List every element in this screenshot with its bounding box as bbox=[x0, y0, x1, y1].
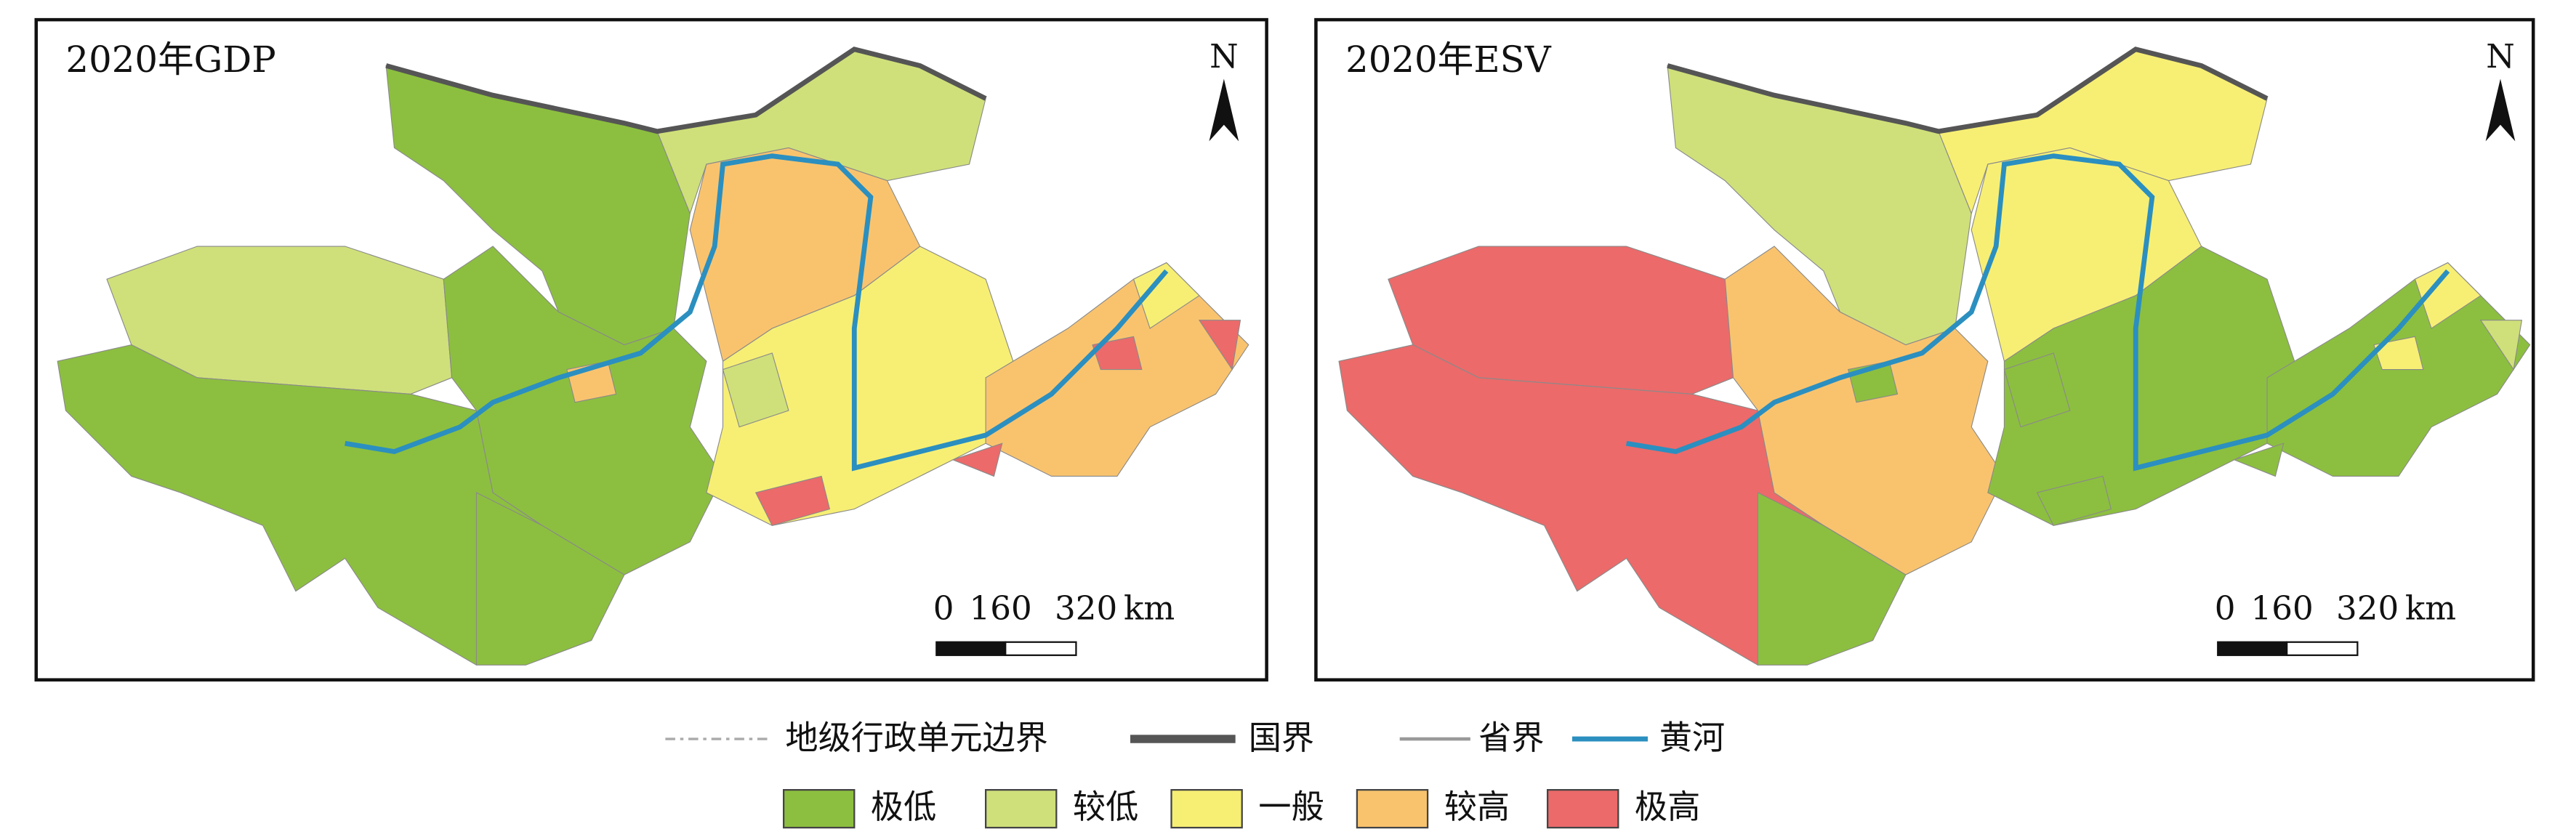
legend-label: 黄河 bbox=[1659, 719, 1725, 757]
scale-bar bbox=[935, 641, 1007, 656]
legend-label: 一般 bbox=[1258, 788, 1324, 826]
region bbox=[1757, 492, 1907, 666]
scale-label: 320 bbox=[2336, 589, 2399, 627]
national-border bbox=[1667, 46, 2269, 134]
national-border bbox=[385, 46, 987, 134]
legend-label: 较高 bbox=[1444, 788, 1510, 826]
north-label: N bbox=[1209, 37, 1239, 76]
scale-label: 0 bbox=[2215, 589, 2236, 627]
map-panel: 2020年ESV N 0 160 320 km bbox=[1338, 37, 2531, 666]
scale-label: 160 bbox=[970, 589, 1032, 627]
region bbox=[2414, 262, 2482, 329]
region bbox=[2373, 336, 2424, 371]
region bbox=[2003, 352, 2071, 428]
legend-swatch bbox=[1546, 789, 1619, 829]
region bbox=[754, 475, 831, 526]
map-regions bbox=[1338, 46, 2531, 666]
panel-title: 2020年GDP bbox=[65, 39, 275, 81]
region bbox=[2479, 320, 2523, 371]
scale-bar bbox=[2217, 641, 2288, 656]
map-panel: 2020年GDP N 0 160 320 km bbox=[57, 37, 1249, 666]
region bbox=[722, 352, 789, 428]
scale-label: 0 bbox=[933, 589, 954, 627]
legend-label: 极高 bbox=[1635, 788, 1700, 826]
north-arrow bbox=[1209, 78, 1239, 142]
legend-swatch bbox=[1356, 789, 1429, 829]
region bbox=[1092, 336, 1143, 371]
map-regions bbox=[57, 46, 1249, 666]
legend-swatch bbox=[985, 789, 1058, 829]
north-arrow bbox=[2485, 78, 2516, 142]
region bbox=[951, 442, 1003, 477]
scale-label: 320 bbox=[1055, 589, 1117, 627]
legend-label: 地级行政单元边界 bbox=[785, 719, 1048, 757]
scale-bar bbox=[1005, 641, 1077, 656]
yellow-river bbox=[345, 153, 1169, 472]
legend-swatch bbox=[1170, 789, 1243, 829]
north-label: N bbox=[2486, 37, 2515, 76]
scale-label: 160 bbox=[2250, 589, 2313, 627]
region bbox=[2233, 442, 2285, 477]
yellow-river bbox=[1626, 153, 2450, 472]
scale-unit: km bbox=[1124, 589, 1175, 627]
legend-label: 省界 bbox=[1478, 719, 1544, 757]
region bbox=[475, 492, 625, 666]
region bbox=[2036, 475, 2112, 526]
legend-label: 较低 bbox=[1073, 788, 1138, 826]
legend-label: 国界 bbox=[1249, 719, 1314, 757]
legend-swatch bbox=[783, 789, 856, 829]
scale-unit: km bbox=[2405, 589, 2456, 627]
region bbox=[1132, 262, 1200, 329]
region bbox=[1198, 320, 1241, 371]
legend-label: 极低 bbox=[871, 788, 936, 826]
panel-title: 2020年ESV bbox=[1345, 39, 1552, 81]
scale-bar bbox=[2286, 641, 2359, 656]
